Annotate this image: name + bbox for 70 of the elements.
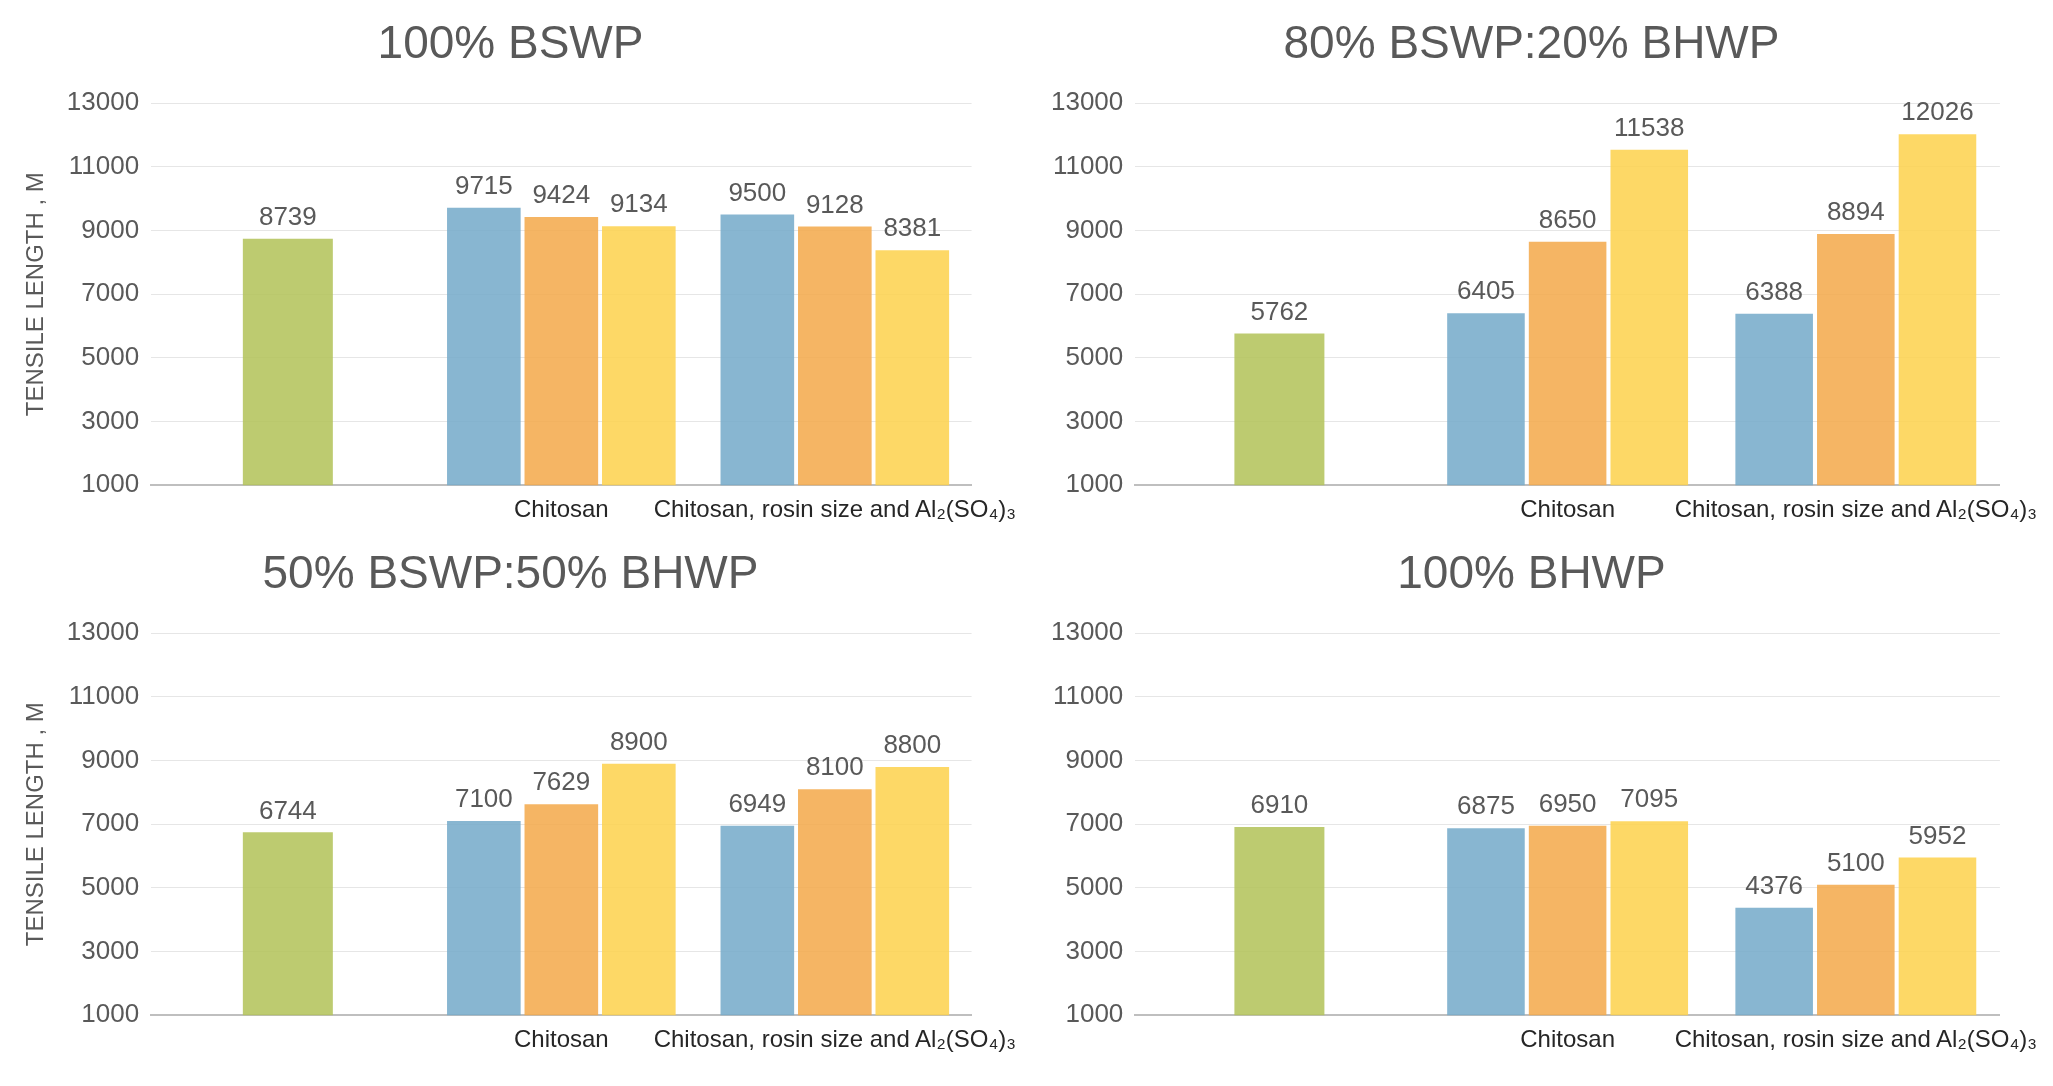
y-tick-label: 9000 xyxy=(81,743,140,774)
y-tick-label: 5000 xyxy=(1065,871,1124,902)
chart-title: 50% BSWP:50% BHWP xyxy=(262,546,759,599)
x-tick-label: Chitosan xyxy=(1520,1025,1615,1053)
data-label: 6744 xyxy=(258,794,317,825)
y-tick-label: 9000 xyxy=(1065,213,1124,244)
y-tick-label: 11000 xyxy=(68,150,140,181)
y-tick-label: 5000 xyxy=(81,871,140,902)
data-label: 5952 xyxy=(1908,819,1967,850)
data-label: 8650 xyxy=(1538,203,1597,234)
data-label: 6388 xyxy=(1745,275,1804,306)
data-label: 9424 xyxy=(532,179,591,210)
y-tick-label: 13000 xyxy=(1050,616,1124,647)
y-tick-label: 7000 xyxy=(81,807,140,838)
data-label: 8900 xyxy=(609,725,668,756)
x-tick-label: Chitosan, rosin size and Al₂(SO₄)₃ xyxy=(653,1025,1017,1053)
x-tick-label: Chitosan xyxy=(513,1025,609,1053)
data-label: 7095 xyxy=(1620,783,1679,814)
y-tick-label: 5000 xyxy=(81,341,140,372)
x-tick-label: Chitosan, rosin size and Al₂(SO₄)₃ xyxy=(1674,495,2038,523)
y-tick-label: 13000 xyxy=(66,616,140,647)
x-tick-label: Chitosan xyxy=(1520,495,1615,523)
x-tick-label: Chitosan xyxy=(513,495,609,523)
y-tick-label: 9000 xyxy=(81,213,140,244)
data-label: 6950 xyxy=(1538,787,1597,818)
chart-title: 100% BSWP xyxy=(377,16,644,69)
x-tick-label: Chitosan, rosin size and Al₂(SO₄)₃ xyxy=(653,495,1017,523)
chart-title: 100% BHWP xyxy=(1397,546,1666,599)
x-tick-label: Chitosan, rosin size and Al₂(SO₄)₃ xyxy=(1674,1025,2038,1053)
y-tick-label: 9000 xyxy=(1065,743,1124,774)
y-tick-label: 3000 xyxy=(1065,934,1124,965)
data-label: 9128 xyxy=(805,188,864,219)
data-label: 9715 xyxy=(454,169,513,200)
y-axis-title: TENSILE LENGTH , M xyxy=(21,702,49,947)
data-label: 5100 xyxy=(1826,846,1885,877)
y-tick-label: 7000 xyxy=(1065,807,1124,838)
y-tick-label: 11000 xyxy=(1052,150,1124,181)
data-label: 5762 xyxy=(1250,295,1309,326)
data-label: 4376 xyxy=(1745,869,1804,900)
y-tick-label: 13000 xyxy=(66,86,140,117)
data-label: 8894 xyxy=(1826,196,1885,227)
y-tick-label: 13000 xyxy=(1050,86,1124,117)
data-label: 7629 xyxy=(532,766,591,797)
y-tick-label: 1000 xyxy=(1065,998,1124,1029)
y-tick-label: 7000 xyxy=(81,277,140,308)
data-label: 6405 xyxy=(1457,275,1515,306)
y-tick-label: 7000 xyxy=(1065,277,1124,308)
data-label: 8381 xyxy=(883,212,942,243)
y-tick-label: 3000 xyxy=(81,404,140,435)
y-tick-label: 1000 xyxy=(81,998,140,1029)
data-label: 12026 xyxy=(1901,96,1974,127)
y-tick-label: 3000 xyxy=(81,934,140,965)
data-label: 6875 xyxy=(1457,790,1515,821)
y-tick-label: 5000 xyxy=(1065,341,1124,372)
y-tick-label: 3000 xyxy=(1065,404,1124,435)
data-label: 11538 xyxy=(1614,111,1685,142)
chart-title: 80% BSWP:20% BHWP xyxy=(1283,16,1780,69)
y-tick-label: 11000 xyxy=(68,680,140,711)
y-tick-label: 1000 xyxy=(81,468,140,499)
data-label: 8800 xyxy=(883,729,942,760)
y-tick-label: 1000 xyxy=(1065,468,1124,499)
data-label: 6949 xyxy=(728,788,787,818)
y-axis-title: TENSILE LENGTH , M xyxy=(21,172,49,417)
data-label: 8100 xyxy=(805,751,864,782)
data-label: 9500 xyxy=(728,176,787,207)
data-label: 6910 xyxy=(1250,789,1309,820)
data-label: 9134 xyxy=(609,188,668,219)
data-label: 8739 xyxy=(258,201,317,232)
data-label: 7100 xyxy=(454,783,513,814)
y-tick-label: 11000 xyxy=(1052,680,1124,711)
